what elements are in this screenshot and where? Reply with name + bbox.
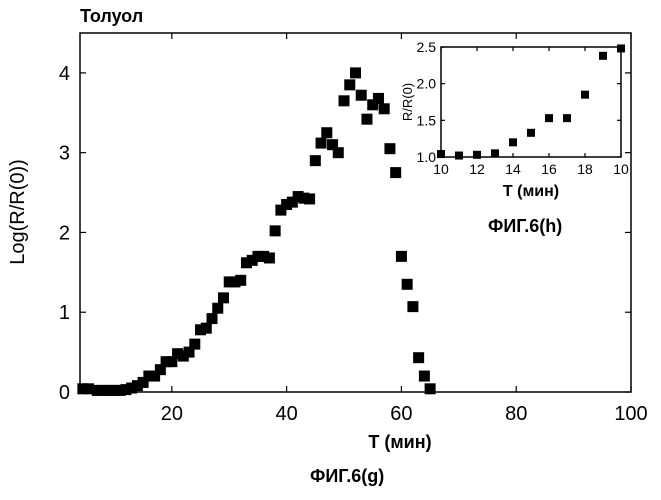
main-y-tick-label: 4 <box>59 63 70 85</box>
inset-x-tick-label: 14 <box>505 161 521 177</box>
main-data-point <box>270 225 281 236</box>
inset-y-axis-label: R/R(0) <box>400 83 415 121</box>
main-y-axis-label: Log(R/R(0)) <box>7 159 29 265</box>
main-data-point <box>419 371 430 382</box>
figure-caption: ФИГ.6(g) <box>310 466 384 487</box>
main-data-point <box>201 323 212 334</box>
main-x-tick-label: 80 <box>505 403 527 425</box>
inset-data-point <box>437 150 445 158</box>
main-x-tick-label: 40 <box>276 403 298 425</box>
inset-x-tick-label: 10 <box>613 161 629 177</box>
main-data-point <box>407 301 418 312</box>
main-x-tick-label: 60 <box>390 403 412 425</box>
main-y-tick-label: 1 <box>59 302 70 324</box>
main-data-point <box>373 93 384 104</box>
main-data-point <box>189 339 200 350</box>
main-data-point <box>264 252 275 263</box>
inset-data-point <box>563 114 571 122</box>
inset-plot-frame <box>441 47 621 157</box>
main-data-point <box>350 67 361 78</box>
inset-y-tick-label: 1.0 <box>417 149 437 165</box>
main-data-point <box>384 143 395 154</box>
main-data-point <box>361 114 372 125</box>
inset-y-tick-label: 2.0 <box>417 76 437 92</box>
main-data-point <box>356 90 367 101</box>
inset-x-axis-label: T (мин) <box>503 183 559 200</box>
main-y-tick-label: 3 <box>59 143 70 165</box>
inset-data-point <box>527 129 535 137</box>
main-x-axis-label: T (мин) <box>368 432 431 452</box>
inset-data-point <box>509 138 517 146</box>
inset-data-point <box>581 91 589 99</box>
inset-data-point <box>599 52 607 60</box>
inset-data-point <box>455 152 463 160</box>
inset-data-point <box>545 114 553 122</box>
main-data-point <box>316 138 327 149</box>
chart-canvas: 2040608010001234 Log(R/R(0)) T (мин) 101… <box>0 0 661 500</box>
main-data-point <box>235 275 246 286</box>
main-data-point <box>304 193 315 204</box>
main-data-point <box>390 167 401 178</box>
inset-x-tick-label: 16 <box>541 161 557 177</box>
main-data-point <box>425 383 436 394</box>
main-y-tick-label: 0 <box>59 382 70 404</box>
inset-figure-caption: ФИГ.6(h) <box>488 216 562 237</box>
main-data-point <box>333 147 344 158</box>
main-data-point <box>310 155 321 166</box>
main-data-point <box>212 303 223 314</box>
main-data-point <box>321 127 332 138</box>
main-x-tick-label: 20 <box>161 403 183 425</box>
main-data-point <box>379 103 390 114</box>
main-data-point <box>339 95 350 106</box>
main-data-point <box>344 79 355 90</box>
main-y-tick-label: 2 <box>59 222 70 244</box>
inset-data-point <box>491 149 499 157</box>
inset-x-tick-label: 18 <box>577 161 593 177</box>
inset-x-tick-label: 12 <box>469 161 485 177</box>
main-x-tick-label: 100 <box>614 403 647 425</box>
main-data-points <box>77 67 435 396</box>
main-data-point <box>207 313 218 324</box>
main-data-point <box>402 279 413 290</box>
inset-data-point <box>617 44 625 52</box>
main-data-point <box>413 352 424 363</box>
inset-y-tick-label: 2.5 <box>417 39 437 55</box>
inset-data-point <box>473 151 481 159</box>
main-data-point <box>396 251 407 262</box>
inset-y-tick-label: 1.5 <box>417 112 437 128</box>
main-data-point <box>218 292 229 303</box>
